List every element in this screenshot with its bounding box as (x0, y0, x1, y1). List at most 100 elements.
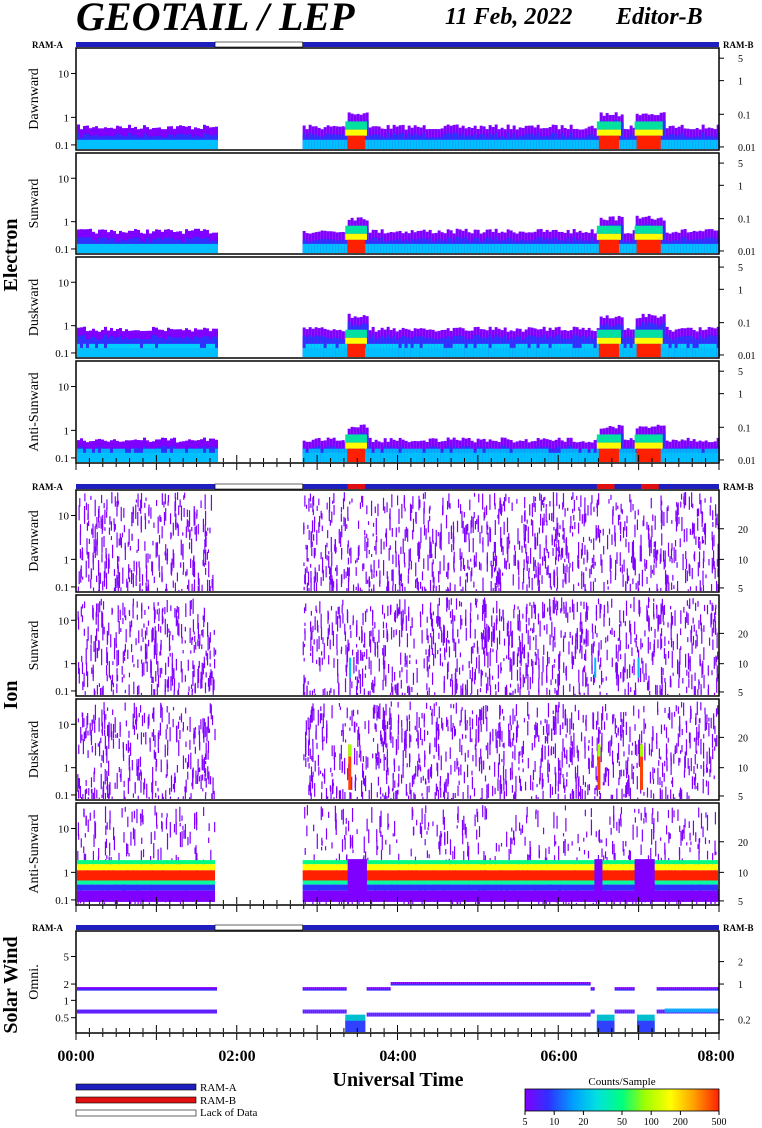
spectrum-column (545, 243, 549, 253)
ion-speckle (526, 519, 528, 524)
ion-speckle (475, 589, 477, 591)
ion-speckle (86, 522, 89, 531)
ion-speckle (340, 513, 342, 522)
ion-speckle (94, 526, 96, 539)
ion-speckle (665, 587, 667, 591)
ion-speckle (203, 622, 205, 628)
ion-speckle (503, 521, 505, 535)
ion-speckle (306, 685, 308, 695)
ion-speckle (104, 561, 106, 579)
ion-speckle (505, 493, 507, 502)
ion-speckle (359, 674, 361, 689)
spectrum-column (314, 347, 318, 357)
ion-speckle (531, 503, 533, 517)
ion-speckle (84, 601, 86, 609)
ion-speckle (361, 652, 363, 661)
ion-speckle (503, 617, 505, 631)
ion-speckle (110, 634, 112, 648)
spectrum-column (686, 347, 690, 357)
spectrum-column (476, 139, 480, 149)
ion-speckle (474, 520, 477, 530)
spectrum-column (545, 452, 549, 462)
ion-speckle (697, 517, 699, 531)
spectrum-column (680, 139, 684, 149)
ion-speckle (525, 524, 527, 532)
y2-tick-label: 0.1 (738, 319, 751, 330)
ion-speckle (544, 555, 546, 561)
ion-speckle (160, 644, 162, 656)
ion-speckle (496, 649, 498, 664)
spectrum-column (212, 347, 215, 357)
ion-speckle (494, 541, 496, 558)
ion-speckle (162, 607, 164, 612)
ion-speckle (126, 578, 128, 588)
ion-speckle (473, 511, 475, 519)
ion-speckle (486, 623, 488, 641)
ion-speckle (448, 562, 450, 571)
ion-speckle (160, 516, 162, 523)
ion-speckle (478, 561, 481, 570)
ion-speckle (175, 513, 177, 531)
spectrum-column (431, 452, 435, 462)
ion-speckle (653, 613, 655, 620)
spectrum-column (95, 338, 98, 357)
spectrum-column (626, 452, 630, 462)
ion-speckle (497, 572, 499, 588)
ion-speckle (473, 492, 476, 497)
spectrum-column (632, 452, 636, 462)
ion-speckle (663, 559, 665, 570)
spectrum-column (443, 139, 447, 149)
ion-speckle (711, 531, 713, 541)
ion-speckle (321, 525, 323, 532)
spectrum-column (98, 243, 101, 253)
ram-b-bar (347, 484, 366, 489)
ion-speckle (411, 504, 413, 514)
ion-speckle (349, 501, 351, 505)
spectrum-column (578, 139, 582, 149)
ion-speckle (153, 645, 155, 659)
ion-speckle (603, 614, 605, 627)
ion-speckle (171, 567, 173, 572)
ion-speckle (156, 542, 159, 549)
ion-speckle (560, 548, 563, 556)
ion-speckle (372, 533, 374, 537)
spectrum-column (365, 347, 369, 357)
ion-speckle (431, 618, 434, 632)
ion-speckle (334, 545, 337, 554)
spectrum-column (92, 139, 95, 149)
spectrum-column (575, 139, 579, 149)
y2-tick-label: 5 (738, 159, 743, 170)
ion-speckle (334, 539, 337, 549)
ion-speckle (629, 623, 632, 635)
ion-speckle (329, 519, 331, 526)
ion-speckle (564, 558, 566, 563)
y2-tick-label: 0.01 (738, 143, 756, 154)
ion-speckle (95, 612, 97, 625)
ion-speckle (653, 643, 655, 657)
spectrum-column (386, 243, 390, 253)
ion-speckle (661, 684, 663, 695)
spectrum-column (125, 139, 128, 149)
ion-speckle (664, 636, 666, 647)
ion-speckle (165, 588, 167, 591)
ion-speckle (634, 638, 636, 643)
spectrum-column (392, 243, 396, 253)
ion-speckle (689, 586, 692, 591)
chart-date: 11 Feb, 2022 (445, 4, 572, 30)
ion-speckle (175, 609, 177, 627)
ion-speckle (600, 657, 602, 667)
ion-speckle (620, 503, 622, 511)
spectrum-column (200, 243, 203, 253)
ion-speckle (423, 558, 425, 569)
ion-speckle (686, 528, 688, 542)
ion-speckle (322, 637, 324, 644)
spectrum-column (578, 243, 582, 253)
ion-speckle (703, 550, 705, 563)
ion-speckle (596, 632, 598, 638)
ion-speckle (154, 609, 156, 620)
spectrum-column (548, 243, 552, 253)
ion-speckle (691, 674, 693, 690)
y-tick-label: 0.1 (55, 244, 69, 256)
ion-speckle (450, 525, 453, 540)
ion-speckle (101, 610, 103, 628)
